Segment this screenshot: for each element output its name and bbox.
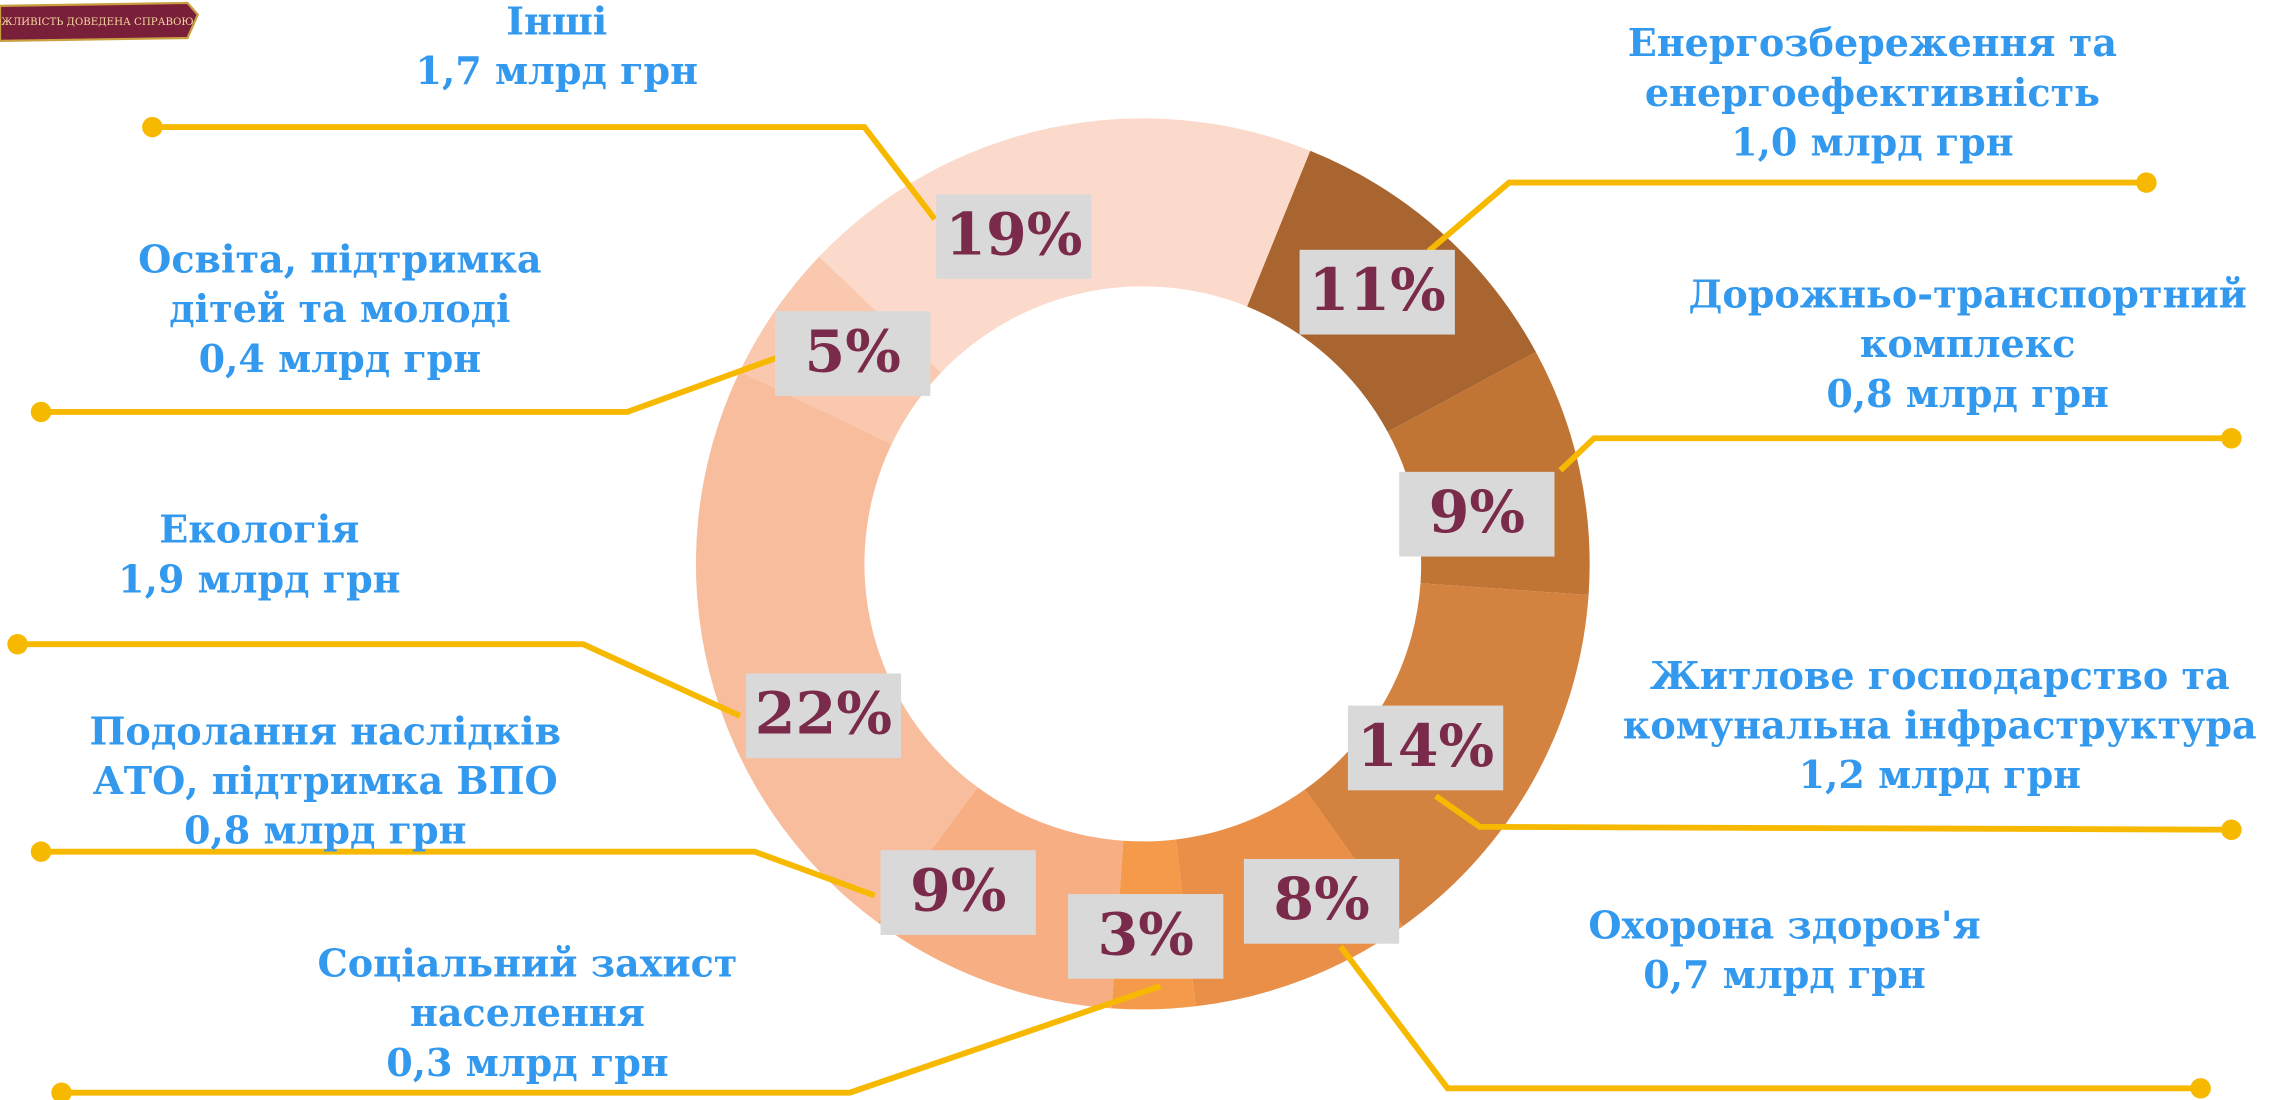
- leader-line: [41, 848, 876, 899]
- leader-line: [41, 355, 778, 415]
- leader-line: [1338, 944, 2201, 1092]
- value-label: 14%: [1357, 711, 1494, 780]
- leader-line: [1426, 179, 2147, 254]
- leader-dot: [2221, 819, 2242, 840]
- value-label-box: [1347, 705, 1504, 791]
- value-label: 9%: [910, 856, 1006, 925]
- category-label: Дорожньо-транспортний: [1688, 272, 2246, 317]
- value-label: 5%: [804, 316, 900, 385]
- category-label: енергоефективність: [1645, 70, 2100, 115]
- value-label: 8%: [1273, 864, 1369, 933]
- value-label-box: [1399, 471, 1555, 557]
- category-label: комунальна інфраструктура: [1623, 702, 2257, 747]
- value-label-box: [745, 673, 902, 759]
- category-label: Інші: [506, 0, 607, 43]
- category-label: населення: [410, 990, 645, 1035]
- leader-line: [17, 641, 742, 719]
- value-label-box: [1243, 858, 1400, 944]
- leader-line: [61, 983, 1162, 1096]
- amount-label: 1,0 млрд грн: [1731, 120, 2013, 165]
- leader-dot: [30, 401, 52, 423]
- leader-dot: [2221, 428, 2242, 449]
- amount-label: 0,8 млрд грн: [184, 808, 466, 853]
- leader-dot: [2190, 1078, 2211, 1099]
- value-label: 19%: [945, 200, 1082, 269]
- category-label: комплекс: [1860, 321, 2076, 366]
- amount-label: 0,7 млрд грн: [1643, 952, 1925, 997]
- category-label: Освіта, підтримка: [138, 236, 541, 281]
- logo-text: МОЖЛИВІСТЬ ДОВЕДЕНА СПРАВОЮ: [0, 16, 194, 28]
- leader-dot: [2136, 172, 2157, 193]
- donut-segment: [695, 371, 978, 923]
- leader-line: [152, 124, 938, 221]
- value-label-box: [1068, 894, 1224, 979]
- value-label-box: [880, 850, 1036, 935]
- category-label: Житлове господарство та: [1650, 653, 2230, 698]
- category-label: АТО, підтримка ВПО: [93, 758, 558, 803]
- value-label: 3%: [1098, 899, 1194, 968]
- value-label: 22%: [755, 679, 892, 748]
- amount-label: 0,4 млрд грн: [199, 336, 481, 381]
- leader-dot: [51, 1082, 72, 1100]
- value-label: 11%: [1309, 255, 1446, 324]
- amount-label: 1,2 млрд грн: [1799, 752, 2081, 797]
- value-label-box: [1299, 249, 1455, 335]
- leader-dot: [30, 841, 52, 862]
- leader-dot: [142, 116, 163, 138]
- category-label: дітей та молоді: [169, 286, 510, 331]
- category-label: Соціальний захист: [317, 941, 737, 986]
- amount-label: 1,9 млрд грн: [118, 556, 400, 601]
- logo-banner: [0, 1, 200, 42]
- category-label: Охорона здоров'я: [1588, 903, 1980, 948]
- value-label: 9%: [1429, 477, 1525, 546]
- category-label: Екологія: [159, 507, 359, 552]
- amount-label: 0,8 млрд грн: [1826, 371, 2108, 416]
- logo: МОЖЛИВІСТЬ ДОВЕДЕНА СПРАВОЮ: [0, 1, 200, 42]
- category-label: Енергозбереження та: [1628, 20, 2117, 65]
- value-label-box: [936, 194, 1092, 280]
- leader-line: [1434, 793, 2232, 833]
- leader-dot: [7, 633, 28, 655]
- leader-line: [1558, 435, 2232, 473]
- amount-label: 0,3 млрд грн: [386, 1040, 668, 1085]
- category-label: Подолання наслідків: [89, 708, 561, 753]
- amount-label: 1,7 млрд грн: [416, 48, 698, 93]
- value-label-box: [775, 311, 931, 396]
